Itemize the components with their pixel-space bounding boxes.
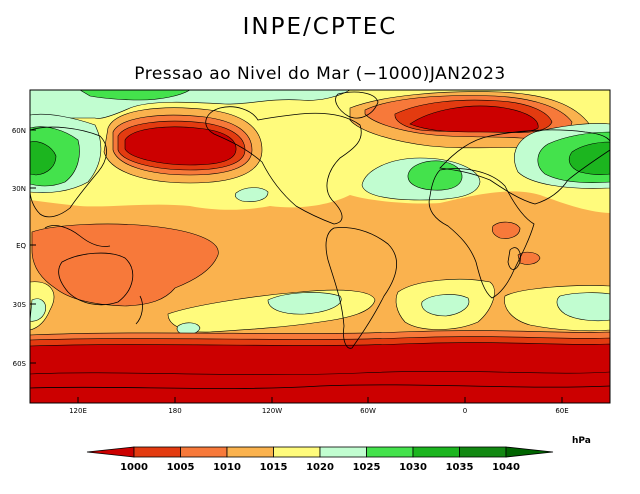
map-frame (29, 89, 611, 404)
madagascar-coast (507, 247, 521, 270)
colorbar-swatch (273, 446, 321, 458)
colorbar-swatch-above-max (505, 446, 554, 458)
lon-label-60w: 60W (360, 407, 376, 415)
arctic-high-1030 (79, 90, 191, 101)
tropical-low-1010 (31, 223, 219, 307)
lat-label-30s: 30S (13, 301, 27, 309)
new-zealand-coast (135, 295, 143, 325)
colorbar-tick-label: 1025 (353, 462, 381, 473)
lon-label-120e: 120E (69, 407, 87, 415)
lat-label-30n: 30N (12, 185, 26, 193)
maritime-continent-coast (44, 225, 111, 247)
colorbar-swatch (412, 446, 460, 458)
map-subtitle: Pressao ao Nivel do Mar (−1000)JAN2023 (134, 64, 506, 84)
colorbar-unit-label: hPa (572, 436, 591, 446)
s-pacific-high-1025 (267, 292, 342, 315)
greenland-coast (335, 91, 379, 119)
colorbar-tick-label: 1020 (306, 462, 334, 473)
colorbar-swatch (459, 446, 507, 458)
coastlines (30, 91, 610, 389)
eurasia-coast-east (439, 129, 610, 205)
colorbar: hPa 1000 1005 1010 1015 1020 1025 1030 1035 1040 (86, 436, 591, 473)
colorbar-swatch (319, 446, 367, 458)
s-indian-high-1025-east (556, 292, 610, 322)
colorbar-tick-label: 1000 (120, 462, 148, 473)
siberian-high-west-1035 (30, 141, 57, 176)
colorbar-tick-label: 1035 (446, 462, 474, 473)
s-atlantic-high-1025 (421, 294, 470, 317)
australia-coast (58, 252, 134, 306)
pacific-high-1025 (234, 187, 269, 202)
south-america-coast (325, 227, 397, 349)
colorbar-tick-label: 1040 (492, 462, 520, 473)
colorbar-tick-label: 1030 (399, 462, 427, 473)
longitude-axis: 120E 180 120W 60W 0 60E (69, 397, 569, 415)
lon-label-120w: 120W (262, 407, 282, 415)
colorbar-swatch (226, 446, 274, 458)
colorbar-swatch-below-min (86, 446, 135, 458)
aleutian-low-1000 (124, 126, 237, 166)
main-title: INPE/CPTEC (242, 14, 398, 40)
north-america-coast (205, 106, 362, 225)
africa-coast (428, 168, 535, 299)
colorbar-swatch (366, 446, 414, 458)
icelandic-low-1000 (409, 105, 539, 133)
africa-low-1010 (491, 221, 521, 239)
lat-label-60n: 60N (12, 127, 26, 135)
lat-label-eq: EQ (16, 242, 26, 250)
lat-label-60s: 60S (13, 360, 27, 368)
lon-label-60e: 60E (555, 407, 568, 415)
siberian-high-east-1035 (568, 141, 610, 175)
colorbar-tick-label: 1015 (260, 462, 288, 473)
antarctica-coast (30, 384, 610, 389)
colorbar-tick-label: 1010 (213, 462, 241, 473)
colorbar-swatch (180, 446, 228, 458)
colorbar-tick-label: 1005 (167, 462, 195, 473)
latitude-axis: 60N 30N EQ 30S 60S (12, 127, 36, 368)
azores-high-1030 (407, 160, 463, 191)
indian-low-1010 (517, 251, 541, 265)
eurasia-coast-west (30, 126, 107, 218)
pressure-field (30, 90, 610, 403)
lon-label-180: 180 (168, 407, 181, 415)
lon-label-0: 0 (463, 407, 467, 415)
colorbar-swatch (133, 446, 181, 458)
antarctic-isobar (30, 370, 610, 376)
